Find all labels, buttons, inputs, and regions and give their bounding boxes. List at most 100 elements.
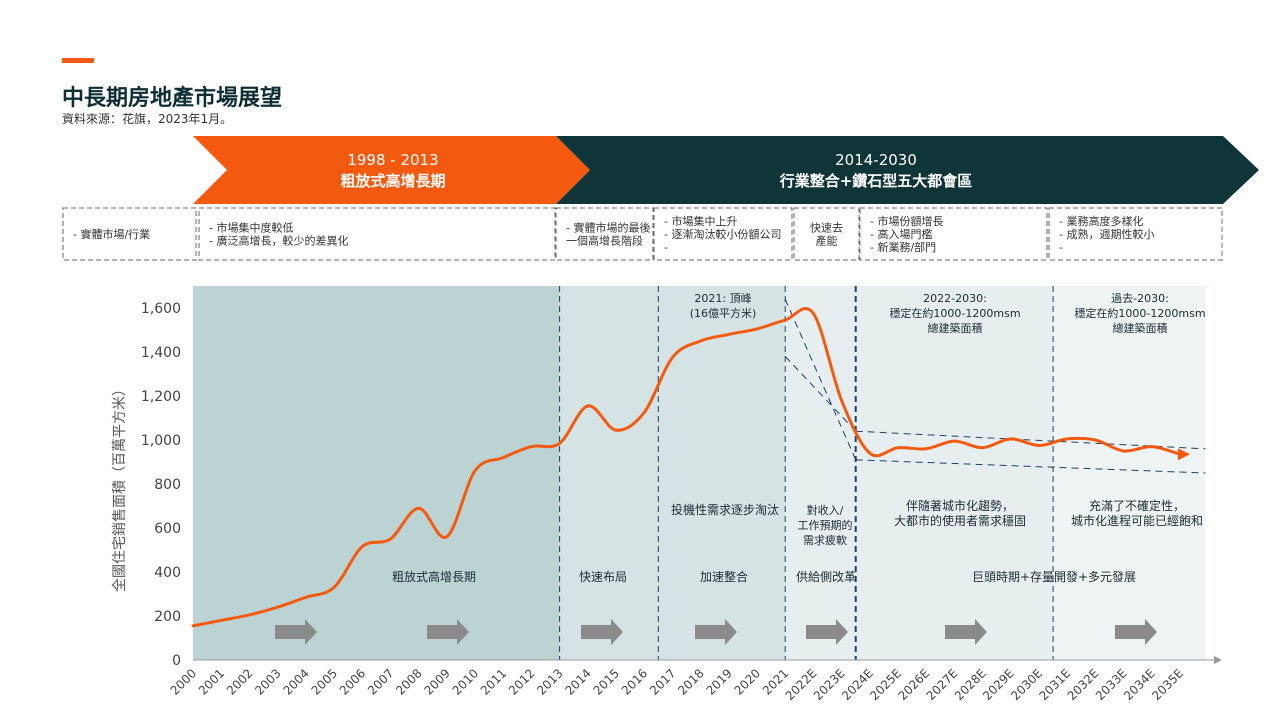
forecast-note-2022-2030: 總建築面積 (928, 321, 983, 335)
feature-box-7-line: - 成熟，週期性較小 (1059, 227, 1154, 241)
data-point-2015 (614, 428, 618, 432)
phase-2-arrow (556, 136, 1259, 204)
data-point-2028E (981, 446, 984, 449)
feature-box-2-line: - 廣泛高增長，較少的差異化 (209, 234, 348, 248)
forecast-note-2022-2030: 2022-2030: (923, 292, 987, 305)
x-tick-label: 2000 (168, 666, 199, 697)
feature-box-2 (198, 207, 556, 261)
title-accent-bar (62, 58, 94, 63)
data-point-2016 (643, 411, 646, 414)
forecast-range-line (784, 298, 857, 461)
stage-label-2: 快速布局 (579, 570, 627, 584)
progress-arrow-icon (427, 619, 469, 645)
data-point-2004 (304, 596, 307, 599)
data-point-2003 (276, 606, 279, 609)
phase-band-3 (658, 286, 786, 660)
x-tick-label: 2010 (450, 666, 481, 697)
phase-band-2 (559, 286, 659, 660)
feature-box-6-line: - 高入場門檻 (870, 227, 932, 241)
x-tick-label: 2016 (619, 666, 650, 697)
forecast-note-to-2030: 過去-2030: (1111, 292, 1169, 305)
data-point-2033E (1122, 449, 1125, 453)
feature-box-3 (555, 207, 654, 261)
data-point-2013 (558, 442, 561, 445)
series-end-arrowhead (1178, 448, 1190, 461)
data-point-2034E (1150, 445, 1154, 448)
demand-note-weak-income: 對收入/ (807, 503, 844, 517)
x-tick-label: 2035E (1149, 666, 1186, 703)
data-point-2025E (896, 446, 900, 449)
feature-box-6-line: - 市場份額增長 (870, 214, 943, 228)
forecast-range-line (855, 459, 1206, 474)
stage-label-5: 巨頭時期+存量開發+多元發展 (972, 569, 1136, 584)
feature-box-3-line: 一個高增長階段 (566, 234, 643, 248)
feature-box-6-line: - 新業務/部門 (870, 240, 936, 254)
x-tick-label: 2011 (478, 666, 509, 697)
data-point-2017 (671, 356, 674, 359)
data-point-2005 (332, 586, 336, 589)
y-tick-label: 200 (154, 609, 181, 625)
data-point-2020 (755, 327, 759, 331)
progress-arrow-icon (581, 619, 623, 645)
data-point-2024E (868, 452, 871, 455)
feature-box-7-line: - 業務高度多樣化 (1059, 214, 1143, 228)
stage-label-4: 供給側改革 (796, 570, 856, 584)
forecast-note-2022-2030: 穩定在約1000-1200msm (889, 306, 1020, 320)
x-tick-label: 2004 (280, 666, 311, 697)
feature-box-5 (793, 207, 860, 261)
x-tick-label: 2006 (337, 666, 368, 697)
feature-box-5-line: 產能 (816, 234, 838, 248)
data-point-2009 (445, 535, 448, 538)
forecast-range-line (784, 356, 857, 432)
x-tick-label: 2008 (393, 666, 424, 697)
data-point-2011 (502, 456, 505, 459)
phase-band-4 (785, 286, 856, 660)
feature-box-4-line: - 逐漸淘汰較小份額公司 (664, 227, 781, 241)
progress-arrow-icon (945, 619, 987, 645)
x-tick-label: 2012 (506, 666, 537, 697)
progress-arrow-icon (806, 619, 848, 645)
x-tick-label: 2015 (591, 666, 622, 697)
y-tick-label: 1,600 (141, 301, 181, 317)
data-point-2022E (812, 312, 815, 315)
phase-2-name: 行業整合+鑽石型五大都會區 (779, 172, 973, 190)
phase-1-period: 1998 - 2013 (347, 151, 438, 169)
feature-box-1-line: - 實體市場/行業 (73, 227, 150, 241)
feature-box-4-line: - 市場集中上升 (664, 214, 737, 228)
x-tick-label: 2001 (196, 666, 227, 697)
data-point-2018 (699, 339, 702, 343)
x-tick-label: 2017 (647, 666, 678, 697)
phase-2-period: 2014-2030 (835, 151, 917, 169)
y-tick-label: 800 (154, 477, 181, 493)
x-tick-label: 2019 (703, 666, 734, 697)
phase-1-arrow (193, 136, 590, 204)
x-axis-arrowhead (1214, 656, 1222, 664)
data-point-2030E (1037, 444, 1041, 447)
phase-banner: 1998 - 2013 粗放式高增長期 2014-2030 行業整合+鑽石型五大… (193, 136, 1259, 204)
feature-box-7-line: - (1059, 241, 1063, 254)
data-point-2019 (727, 333, 730, 336)
y-tick-label: 1,200 (141, 389, 181, 405)
data-point-2026E (925, 447, 928, 450)
x-tick-label: 2003 (252, 666, 283, 697)
source-note: 資料來源：花旗，2023年1月。 (62, 112, 233, 126)
phase-bands (193, 286, 1206, 660)
data-point-2012 (530, 445, 533, 448)
y-tick-label: 1,400 (141, 345, 181, 361)
progress-arrows (275, 619, 1157, 645)
peak-annotation: 2021: 頂峰 (694, 292, 751, 305)
feature-box-4 (653, 207, 793, 261)
forecast-note-to-2030: 總建築面積 (1113, 321, 1168, 335)
phase-1-name: 粗放式高增長期 (340, 172, 445, 190)
data-point-2023E (840, 399, 843, 402)
demand-note-weak-income: 工作預期的 (798, 518, 853, 532)
data-point-2029E (1009, 437, 1012, 441)
x-tick-label: 2005 (309, 666, 340, 697)
data-point-2008 (417, 507, 420, 510)
feature-box-4-line: - (664, 241, 668, 254)
demand-note-uncertainty: 城市化進程可能已經飽和 (1071, 513, 1203, 528)
x-tick-label: 2007 (365, 666, 396, 697)
demand-note-uncertainty: 充滿了不確定性， (1089, 498, 1185, 513)
feature-box-6 (859, 207, 1048, 261)
